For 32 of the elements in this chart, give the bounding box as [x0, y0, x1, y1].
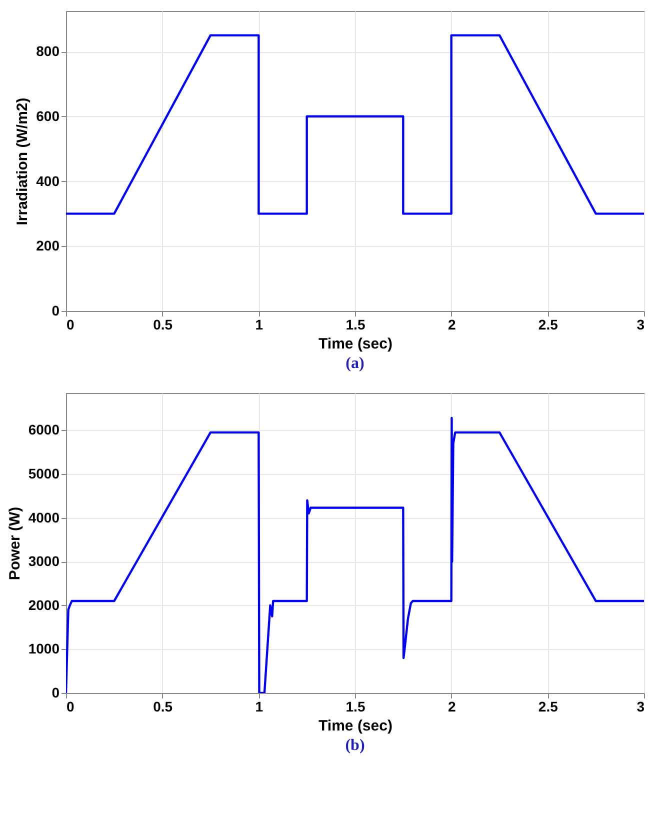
y-tick-label: 0 [52, 302, 60, 318]
y-tick-label: 3000 [28, 553, 60, 570]
x-tick-label: 2.5 [538, 698, 558, 714]
x-axis-title: Time (sec) [318, 336, 392, 352]
y-axis-title: Power (W) [6, 506, 24, 580]
y-tick-label: 2000 [28, 596, 60, 613]
x-tick-label: 2.5 [538, 316, 558, 332]
y-tick-label: 200 [36, 238, 60, 254]
y-tick-label: 600 [36, 108, 60, 124]
x-tick-label: 1.5 [346, 316, 366, 332]
x-tick-label: 3 [636, 316, 645, 332]
y-tick-label: 400 [36, 172, 60, 189]
x-tick-label: 1 [255, 698, 264, 714]
text: (a) [346, 355, 364, 372]
x-tick-label: 0 [66, 316, 74, 332]
y-axis-title: Irradiation (W/m2) [14, 98, 32, 226]
x-tick-label: 0.5 [153, 316, 173, 332]
y-tick-label: 0 [52, 684, 60, 700]
x-tick-label: 1.5 [346, 698, 366, 714]
y-tick-label: 5000 [28, 466, 60, 482]
y-tick-label: 1000 [28, 640, 60, 657]
y-tick-label: 4000 [28, 509, 60, 526]
text: (b) [345, 737, 365, 754]
x-tick-label: 3 [636, 698, 645, 714]
x-tick-label: 1 [255, 316, 264, 332]
x-tick-label: 2 [448, 698, 456, 714]
x-tick-label: 2 [448, 316, 456, 332]
x-axis-title: Time (sec) [318, 718, 392, 734]
y-tick-label: 800 [36, 43, 60, 60]
x-tick-label: 0.5 [153, 698, 173, 714]
x-tick-label: 0 [66, 698, 74, 714]
y-tick-label: 6000 [28, 422, 60, 438]
